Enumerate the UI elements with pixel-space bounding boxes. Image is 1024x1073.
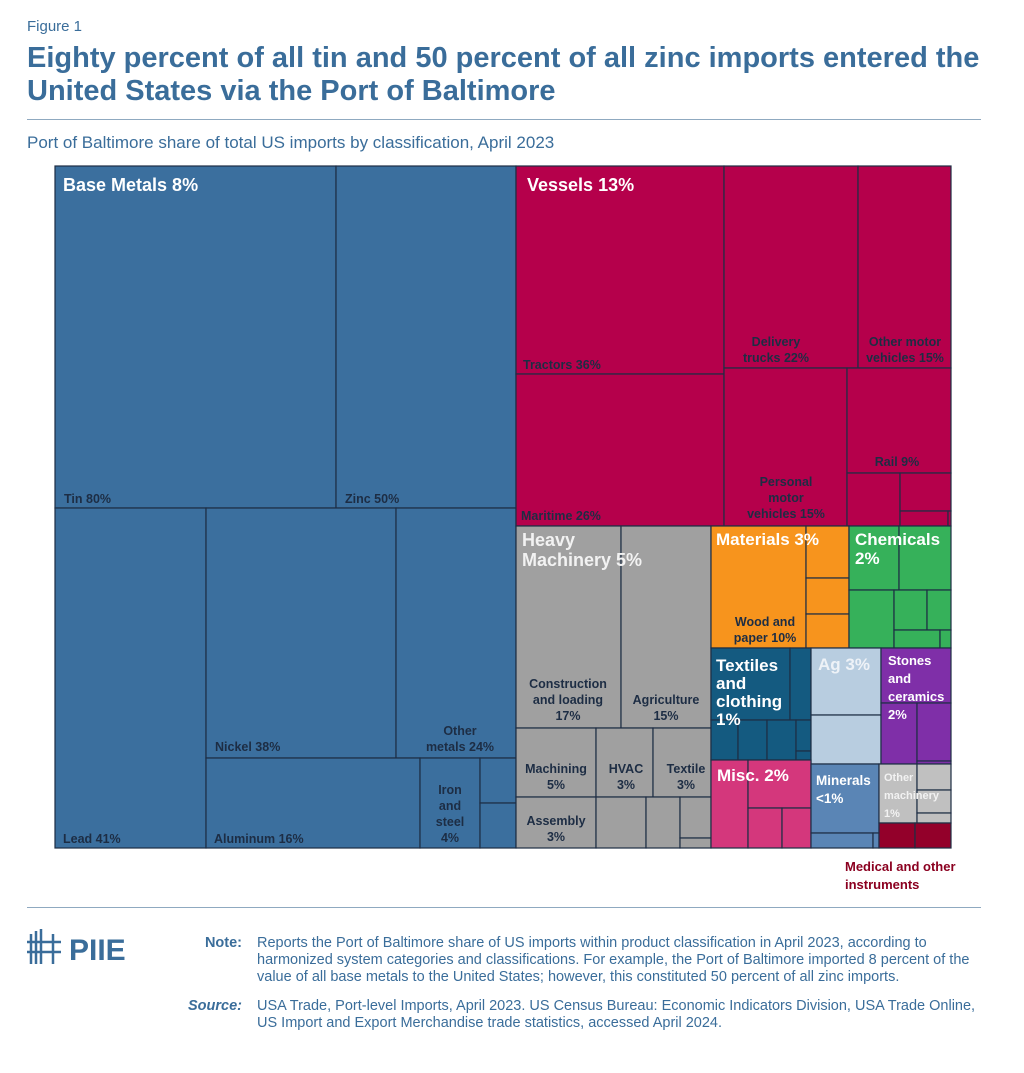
label-wood-and-paper: Wood and paper 10% <box>734 615 797 645</box>
cell-materials-other <box>805 613 850 649</box>
label-other-metals: Other metals 24% <box>426 724 494 754</box>
label-rail: Rail 9% <box>875 455 919 469</box>
cell-textiles-and-clothing-other <box>789 647 812 721</box>
cell-medical-and-other-instruments-other <box>878 822 916 849</box>
label-machining: Machining 5% <box>525 762 587 792</box>
cell-misc-other <box>781 807 812 849</box>
label-lead: Lead 41% <box>63 832 121 846</box>
label-tin: Tin 80% <box>64 492 111 506</box>
cell-zinc <box>335 165 517 509</box>
cell-tractors <box>515 165 725 375</box>
label-misc: Misc. 2% <box>717 766 789 785</box>
label-vessels: Vessels 13% <box>527 175 634 195</box>
cell-textiles-and-clothing-other <box>795 750 812 761</box>
label-maritime: Maritime 26% <box>521 509 601 523</box>
cell-vessels-other <box>947 510 952 527</box>
cell-other-machinery-other <box>916 812 952 824</box>
cell-textiles-and-clothing-other <box>766 719 797 761</box>
cell-minerals-other <box>872 832 880 849</box>
label-base-metals: Base Metals 8% <box>63 175 198 195</box>
note-label: Note: <box>204 935 242 951</box>
cell-maritime <box>515 373 725 527</box>
cell-ag-other <box>810 714 882 765</box>
cell-tin <box>54 165 337 509</box>
cell-minerals-other <box>810 832 874 849</box>
label-heavy-machinery: Heavy Machinery 5% <box>522 530 642 570</box>
label-assembly: Assembly 3% <box>526 814 585 844</box>
label-hvac: HVAC 3% <box>609 762 644 792</box>
cell-chemicals-other <box>893 589 928 631</box>
cell-agriculture <box>620 525 712 729</box>
label-tractors: Tractors 36% <box>523 358 601 372</box>
building-icon: PIIE <box>27 929 126 967</box>
label-construction-and-loading: Construction and loading 17% <box>529 677 607 723</box>
cell-vessels-other <box>899 510 949 527</box>
divider <box>27 119 981 120</box>
chart-title: Eighty percent of all tin and 50 percent… <box>27 42 980 107</box>
logo-text: PIIE <box>69 934 126 966</box>
cell-misc-other <box>710 759 749 849</box>
piie-logo: PIIE <box>25 926 135 967</box>
cell-base-metals-other <box>479 757 517 804</box>
cell-chemicals-other <box>893 629 941 649</box>
figure-label: Figure 1 <box>27 18 83 35</box>
cell-textiles-and-clothing-other <box>710 647 791 721</box>
cell-chemicals-other <box>898 525 952 591</box>
cell-materials-other <box>805 577 850 615</box>
cell-aluminum <box>205 757 421 849</box>
label-medical-and-other-instruments: Medical and other instruments <box>845 859 956 892</box>
label-iron-and-steel: Iron and steel 4% <box>436 783 465 845</box>
cell-heavy-machinery-other <box>645 796 681 849</box>
cell-medical-and-other-instruments-other <box>914 822 952 849</box>
cell-heavy-machinery-other <box>679 837 712 849</box>
label-textiles-and-clothing: Textiles and clothing 1% <box>716 656 782 729</box>
treemap: Tin 80% Zinc 50% Lead 41% Nickel 38% Other me… <box>54 165 956 892</box>
divider <box>27 907 981 908</box>
label-textile: Textile 3% <box>667 762 706 792</box>
cell-other-motor-vehicles <box>857 165 952 369</box>
label-other-motor-vehicles: Other motor vehicles 15% <box>866 335 944 365</box>
cell-base-metals-other <box>479 802 517 849</box>
label-delivery-trucks: Delivery trucks 22% <box>743 335 809 365</box>
cell-chemicals-other <box>848 589 895 649</box>
cell-vessels-other <box>899 472 952 512</box>
cell-textiles-and-clothing-other <box>737 719 768 761</box>
notes: Note: Reports the Port of Baltimore share… <box>170 935 980 1044</box>
label-ag: Ag 3% <box>818 655 870 674</box>
note-text: Reports the Port of Baltimore share of U… <box>257 935 970 985</box>
cell-wood-and-paper <box>710 525 807 649</box>
label-stones-and-ceramics: Stones and ceramics 2% <box>888 653 944 722</box>
cell-chemicals-other <box>926 589 952 631</box>
cell-textile <box>652 727 712 798</box>
cell-textiles-and-clothing-other <box>795 719 812 752</box>
chart-subtitle: Port of Baltimore share of total US impo… <box>27 133 555 152</box>
label-chemicals: Chemicals 2% <box>855 530 940 568</box>
cell-stones-and-ceramics-other <box>916 702 952 762</box>
cell-heavy-machinery-other <box>679 796 712 839</box>
label-other-machinery: Other machinery 1% <box>884 772 940 820</box>
cell-machining <box>515 727 597 798</box>
cell-vessels-other <box>846 472 901 527</box>
label-aluminum: Aluminum 16% <box>214 832 304 846</box>
label-agriculture: Agriculture 15% <box>633 693 700 723</box>
label-nickel: Nickel 38% <box>215 740 280 754</box>
cell-lead <box>54 507 207 849</box>
label-minerals: Minerals <1% <box>816 773 871 806</box>
cell-other-machinery-other <box>916 763 952 791</box>
cell-stones-and-ceramics-other <box>880 647 952 704</box>
label-personal-motor-vehicles: Personal motor vehicles 15% <box>747 475 825 521</box>
cell-other-metals <box>395 507 517 759</box>
label-zinc: Zinc 50% <box>345 492 399 506</box>
cell-nickel <box>205 507 397 759</box>
source-label: Source: <box>188 998 242 1014</box>
cell-chemicals-other <box>939 629 952 649</box>
cell-rail <box>846 367 952 474</box>
cell-misc-other <box>747 807 783 849</box>
label-materials: Materials 3% <box>716 530 819 549</box>
source-text: USA Trade, Port-level Imports, April 202… <box>257 998 976 1031</box>
cell-heavy-machinery-other <box>595 796 647 849</box>
cell-construction-and-loading <box>515 525 622 729</box>
cell-assembly <box>515 796 597 849</box>
